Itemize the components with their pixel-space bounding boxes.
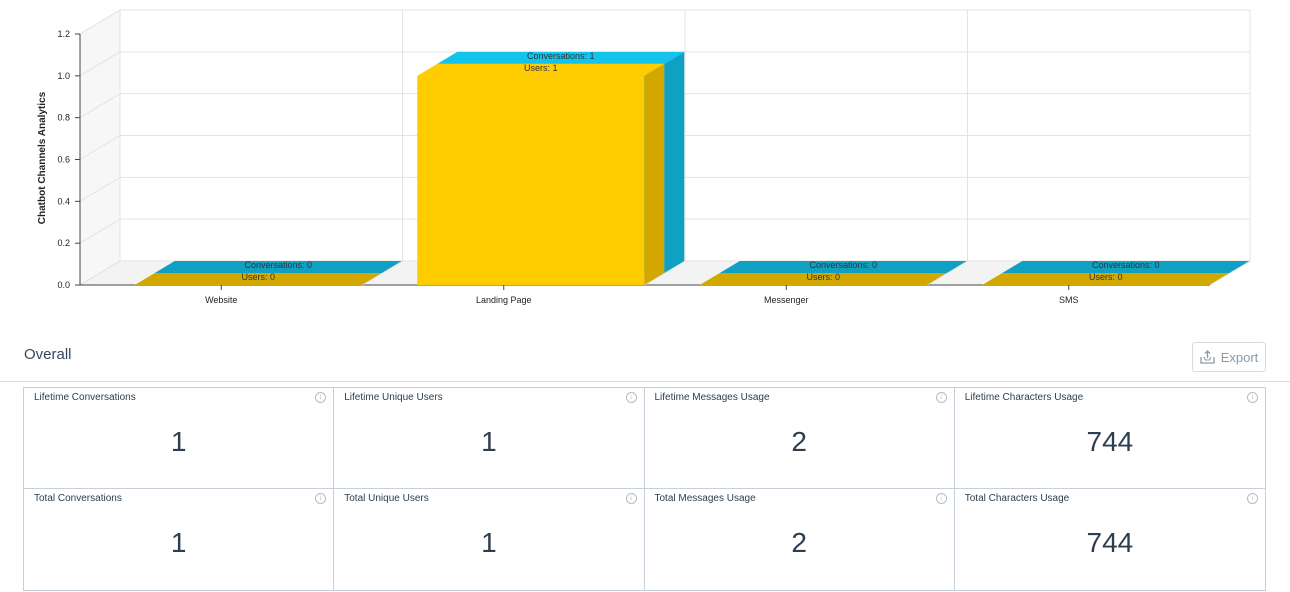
data-label: Users: 0 bbox=[241, 272, 275, 282]
chart-canvas: 0.0 0.2 0.4 0.6 0.8 1.0 1.2 Chatbot Channels An… bbox=[37, 9, 1252, 305]
y-tick-label: 1.0 bbox=[57, 71, 70, 81]
y-tick-label: 0.0 bbox=[57, 280, 70, 290]
gridline-side bbox=[79, 260, 121, 286]
info-icon[interactable]: i bbox=[315, 392, 327, 403]
gridline-side bbox=[79, 51, 121, 77]
stat-value: 1 bbox=[170, 527, 187, 558]
stat-card-total-characters-usage: Total Characters Usage i 744 bbox=[955, 489, 1265, 590]
stat-value: 744 bbox=[1086, 527, 1134, 558]
x-tick-label: Messenger bbox=[764, 295, 809, 305]
gridline-side bbox=[79, 218, 121, 244]
stat-card-total-conversations: Total Conversations i 1 bbox=[24, 489, 335, 590]
stats-grid: Lifetime Conversations i 1 Lifetime Uniq… bbox=[23, 387, 1266, 591]
overall-title: Overall bbox=[24, 346, 72, 363]
bar-users bbox=[417, 75, 645, 285]
stat-label: Lifetime Characters Usage bbox=[964, 392, 1084, 403]
data-label: Conversations: 0 bbox=[1092, 260, 1160, 270]
stat-value: 1 bbox=[170, 426, 187, 457]
bar-users bbox=[982, 273, 1230, 285]
bar-side bbox=[664, 51, 685, 274]
stat-card-lifetime-characters-usage: Lifetime Characters Usage i 744 bbox=[954, 388, 1265, 489]
stat-card-total-unique-users: Total Unique Users i 1 bbox=[334, 489, 645, 590]
stat-value: 1 bbox=[481, 527, 497, 558]
gridline-side bbox=[79, 93, 121, 119]
stat-value: 744 bbox=[1086, 426, 1134, 457]
stat-label: Total Unique Users bbox=[344, 493, 429, 504]
x-tick-label: SMS bbox=[1059, 295, 1079, 305]
info-icon[interactable]: i bbox=[935, 493, 947, 504]
bar-users bbox=[134, 273, 382, 285]
gridline-side bbox=[79, 9, 121, 35]
stat-label: Total Messages Usage bbox=[654, 493, 756, 504]
info-icon[interactable]: i bbox=[1247, 493, 1258, 504]
stat-card-lifetime-unique-users: Lifetime Unique Users i 1 bbox=[334, 388, 645, 489]
stat-label: Lifetime Unique Users bbox=[344, 392, 443, 403]
x-tick-label: Website bbox=[205, 295, 237, 305]
overall-header: Overall Export bbox=[0, 336, 1290, 382]
info-icon[interactable]: i bbox=[1247, 392, 1258, 403]
bar-users bbox=[699, 273, 947, 285]
data-label: Users: 0 bbox=[806, 272, 840, 282]
y-tick-label: 0.6 bbox=[57, 155, 70, 165]
y-tick-label: 0.8 bbox=[57, 113, 70, 123]
data-label: Conversations: 0 bbox=[244, 260, 312, 270]
data-label: Users: 0 bbox=[1089, 272, 1123, 282]
info-icon[interactable]: i bbox=[315, 493, 327, 504]
bar-conversations bbox=[154, 261, 402, 273]
bar-top bbox=[417, 63, 665, 76]
gridline-side bbox=[79, 176, 121, 202]
stat-value: 1 bbox=[481, 426, 497, 457]
data-label: Users: 1 bbox=[524, 63, 558, 73]
data-label: Conversations: 1 bbox=[527, 51, 595, 61]
stat-label: Lifetime Conversations bbox=[34, 392, 136, 403]
export-button[interactable]: Export bbox=[1192, 342, 1266, 372]
stat-card-lifetime-messages-usage: Lifetime Messages Usage i 2 bbox=[644, 388, 955, 489]
stat-card-total-messages-usage: Total Messages Usage i 2 bbox=[645, 489, 955, 590]
floor-divider bbox=[362, 260, 403, 286]
bar-conversations bbox=[1002, 261, 1250, 273]
y-axis-label: Chatbot Channels Analytics bbox=[37, 91, 48, 224]
floor-divider bbox=[927, 260, 968, 286]
info-icon[interactable]: i bbox=[935, 392, 947, 403]
y-tick-label: 1.2 bbox=[57, 29, 70, 39]
stat-value: 2 bbox=[791, 527, 807, 558]
info-icon[interactable]: i bbox=[625, 392, 637, 403]
stat-value: 2 bbox=[791, 426, 807, 457]
bar-top bbox=[437, 51, 685, 64]
y-tick-label: 0.2 bbox=[57, 238, 70, 248]
stat-card-lifetime-conversations: Lifetime Conversations i 1 bbox=[24, 388, 335, 489]
gridline-side bbox=[79, 135, 121, 160]
stat-label: Total Conversations bbox=[34, 493, 122, 504]
bar-side bbox=[644, 63, 665, 286]
stat-label: Lifetime Messages Usage bbox=[654, 392, 770, 403]
stat-label: Total Characters Usage bbox=[964, 493, 1070, 504]
y-tick-label: 0.4 bbox=[57, 196, 70, 206]
export-icon bbox=[1200, 350, 1215, 364]
data-label: Conversations: 0 bbox=[809, 260, 877, 270]
export-label: Export bbox=[1220, 349, 1259, 365]
floor-divider bbox=[644, 260, 686, 286]
bar-conversations bbox=[719, 261, 967, 273]
x-tick-label: Landing Page bbox=[476, 295, 532, 305]
info-icon[interactable]: i bbox=[625, 493, 637, 504]
channels-bar-chart: 0.0 0.2 0.4 0.6 0.8 1.0 1.2 Chatbot Channels An… bbox=[37, 9, 1252, 305]
